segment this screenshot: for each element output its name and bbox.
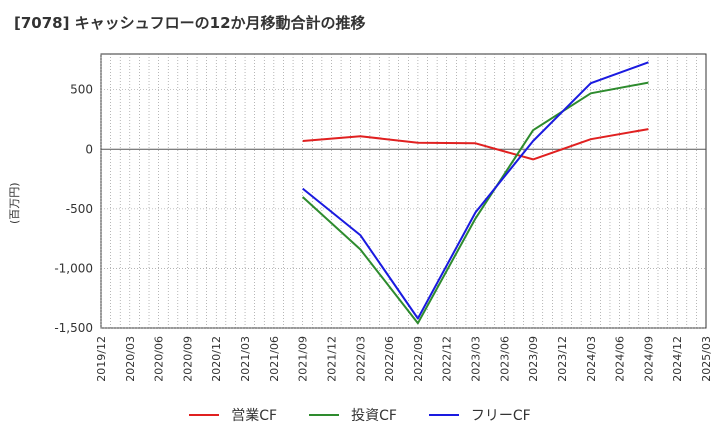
x-tick-label: 2024/06 xyxy=(614,336,627,382)
x-tick-label: 2024/03 xyxy=(585,336,598,382)
legend-item-investing: 投資CF xyxy=(309,405,397,425)
legend: 営業CF 投資CF フリーCF xyxy=(0,400,720,430)
x-tick-label: 2022/12 xyxy=(441,336,454,382)
legend-label-investing: 投資CF xyxy=(351,408,397,424)
plot-area xyxy=(100,53,707,329)
y-tick-label: -1,000 xyxy=(54,261,93,275)
legend-label-operating: 営業CF xyxy=(231,408,278,424)
x-tick-label: 2023/06 xyxy=(498,336,511,382)
chart-title: [7078] キャッシュフローの12か月移動合計の推移 xyxy=(14,14,366,32)
x-tick-label: 2022/09 xyxy=(412,336,425,382)
x-tick-label: 2021/03 xyxy=(239,336,252,382)
x-tick-label: 2022/03 xyxy=(354,336,367,382)
legend-swatch-investing xyxy=(309,414,340,416)
x-tick-label: 2022/06 xyxy=(383,336,396,382)
legend-item-free: フリーCF xyxy=(428,405,531,425)
x-tick-label: 2023/09 xyxy=(527,336,540,382)
y-tick-label: 500 xyxy=(70,83,93,97)
x-tick-label: 2024/09 xyxy=(642,336,655,382)
legend-label-free: フリーCF xyxy=(470,408,531,424)
legend-swatch-operating xyxy=(189,414,220,416)
x-tick-label: 2020/06 xyxy=(153,336,166,382)
x-tick-label: 2021/06 xyxy=(268,336,281,382)
x-tick-label: 2023/12 xyxy=(556,336,569,382)
x-tick-label: 2023/03 xyxy=(470,336,483,382)
x-tick-label: 2021/09 xyxy=(297,336,310,382)
y-tick-label: -500 xyxy=(66,202,93,216)
y-tick-label: -1,500 xyxy=(54,321,93,335)
x-tick-label: 2021/12 xyxy=(325,336,338,382)
legend-item-operating: 営業CF xyxy=(189,405,277,425)
x-tick-label: 2024/12 xyxy=(671,336,684,382)
x-tick-label: 2019/12 xyxy=(95,336,108,382)
x-tick-label: 2020/03 xyxy=(124,336,137,382)
x-tick-label: 2025/03 xyxy=(700,336,713,382)
x-tick-label: 2020/09 xyxy=(181,336,194,382)
legend-swatch-free xyxy=(428,414,459,416)
x-tick-label: 2020/12 xyxy=(210,336,223,382)
y-tick-label: 0 xyxy=(85,142,93,156)
